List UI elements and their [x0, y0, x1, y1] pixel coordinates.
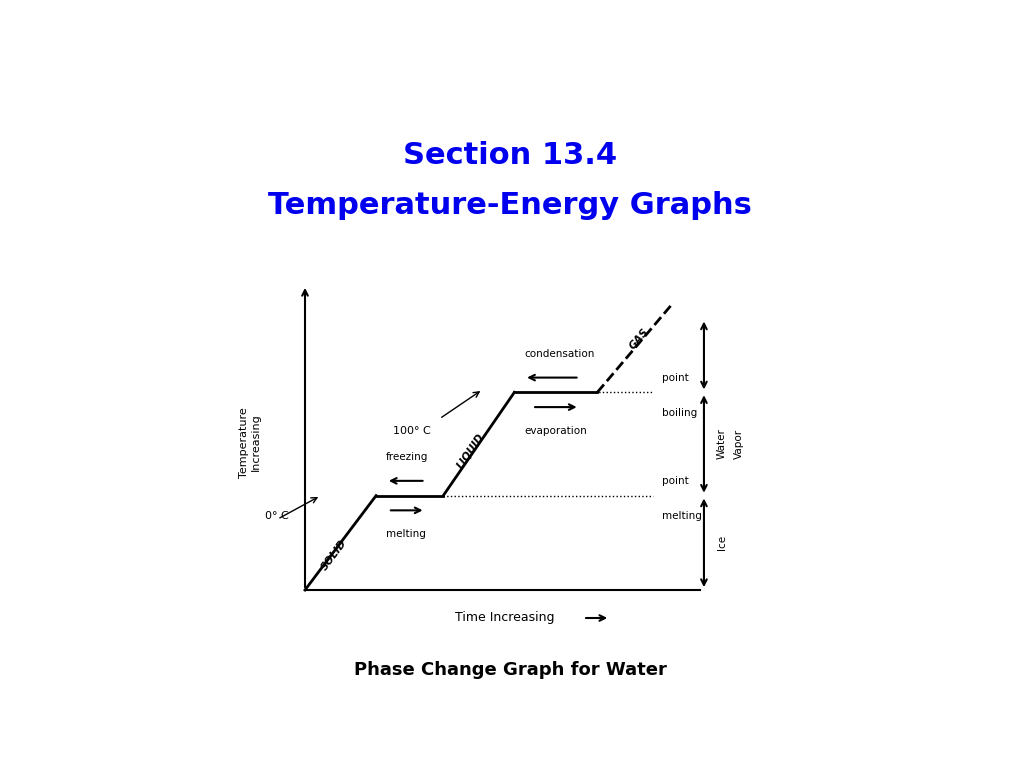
Text: point: point — [661, 476, 689, 486]
Text: Section 13.4: Section 13.4 — [403, 141, 616, 170]
Text: melting: melting — [661, 511, 702, 521]
Text: point: point — [661, 373, 689, 382]
Text: Vapor: Vapor — [734, 429, 743, 459]
Text: LIQUID: LIQUID — [454, 432, 486, 470]
Text: freezing: freezing — [385, 452, 428, 462]
Text: Temperature-Energy Graphs: Temperature-Energy Graphs — [268, 190, 751, 220]
Text: 0° C: 0° C — [265, 511, 289, 521]
Text: Water: Water — [716, 428, 727, 460]
Text: Temperature
Increasing: Temperature Increasing — [239, 407, 261, 478]
Text: evaporation: evaporation — [524, 425, 586, 436]
Text: SOLID: SOLID — [320, 538, 348, 571]
Text: boiling: boiling — [661, 408, 697, 418]
Text: condensation: condensation — [524, 349, 594, 359]
Text: melting: melting — [385, 529, 426, 539]
Text: Ice: Ice — [716, 536, 727, 550]
Text: GAS: GAS — [627, 327, 650, 352]
Text: Time Increasing: Time Increasing — [454, 611, 554, 624]
Text: Phase Change Graph for Water: Phase Change Graph for Water — [354, 661, 665, 679]
Text: 100° C: 100° C — [392, 425, 430, 436]
